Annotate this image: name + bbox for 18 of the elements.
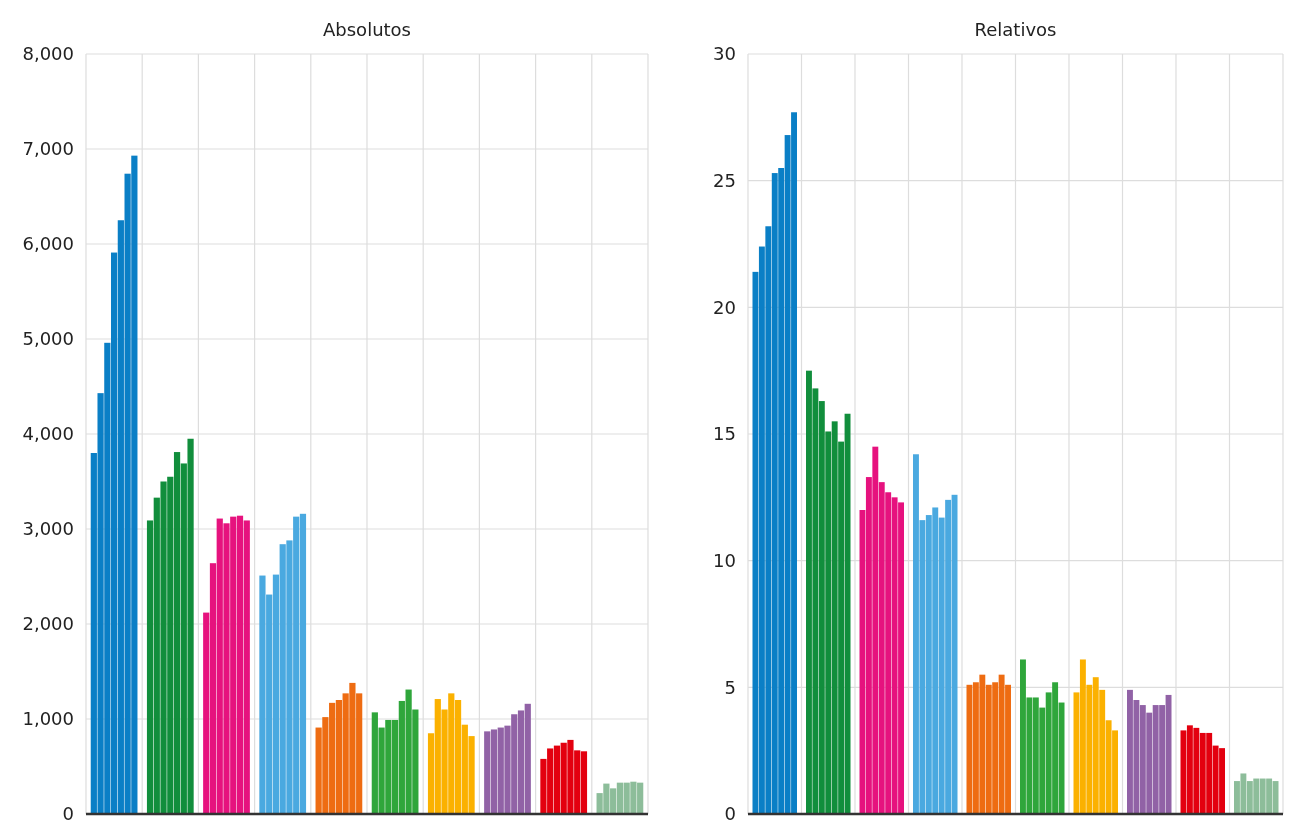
y-tick-label: 2,000 (22, 613, 74, 635)
y-tick-label: 25 (713, 169, 736, 191)
y-tick-label: 8,000 (22, 43, 74, 65)
y-tick-label: 5 (724, 676, 736, 698)
y-tick-label: 15 (713, 423, 736, 445)
y-tick-label: 0 (724, 803, 736, 825)
y-tick-label: 0 (62, 803, 74, 825)
y-tick-label: 10 (713, 549, 736, 571)
chart-title: Relativos (974, 19, 1057, 40)
y-tick-label: 1,000 (22, 708, 74, 730)
y-tick-label: 4,000 (22, 423, 74, 445)
y-tick-label: 20 (713, 296, 736, 318)
chart-title: Absolutos (323, 19, 411, 40)
y-tick-label: 30 (713, 43, 736, 65)
y-tick-label: 5,000 (22, 328, 74, 350)
y-tick-label: 6,000 (22, 233, 74, 255)
y-tick-label: 7,000 (22, 138, 74, 160)
y-tick-label: 3,000 (22, 518, 74, 540)
